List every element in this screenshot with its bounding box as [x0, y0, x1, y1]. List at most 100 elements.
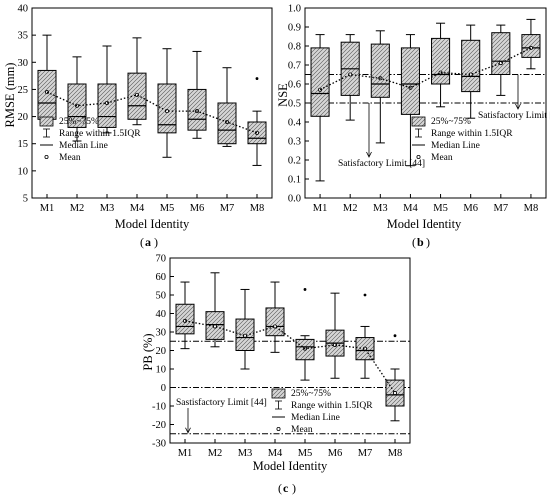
legend-median-label: Median Line [291, 413, 340, 423]
y-tick-label: 40 [156, 309, 167, 320]
chart-b-panel-open: ( [412, 235, 416, 249]
y-tick-label: 25 [18, 85, 29, 96]
y-tick-label: 10 [156, 365, 167, 376]
x-tick-label: M7 [220, 203, 235, 214]
chart-c-xlabel: Model Identity [253, 459, 328, 473]
chart-c-panel-label: c [283, 481, 289, 495]
x-tick-label: M7 [494, 203, 509, 214]
y-tick-label: 5 [23, 194, 28, 205]
x-tick-label: M8 [250, 203, 265, 214]
chart-a-ylabel: RMSE (mm) [3, 63, 17, 128]
x-tick-label: M6 [463, 203, 478, 214]
legend: 25%~75% Range within 1.5IQR Median Line Mea… [271, 388, 373, 435]
reference-arrowhead [366, 151, 372, 158]
y-tick-label: 0.8 [288, 42, 301, 53]
mean-point [392, 391, 397, 396]
legend-mean-label: Mean [291, 425, 313, 435]
x-tick-label: M4 [130, 203, 145, 214]
legend: 25%~75% Range within 1.5IQR Median Line Mea… [39, 116, 141, 163]
x-tick-label: M5 [433, 203, 448, 214]
y-tick-label: 70 [156, 254, 167, 265]
x-tick-label: M7 [358, 448, 373, 459]
box-iqr [97, 83, 117, 128]
x-tick-label: M2 [343, 203, 358, 214]
y-tick-label: 1.0 [288, 4, 301, 15]
mean-trend-line [319, 47, 532, 91]
box-iqr [310, 47, 330, 117]
y-tick-label: 0.9 [288, 23, 301, 34]
legend-whisker-label: Range within 1.5IQR [59, 129, 141, 139]
legend-box-swatch [271, 388, 286, 399]
y-tick-label: 0 [161, 383, 166, 394]
box-iqr [157, 83, 177, 134]
y-tick-label: -20 [152, 420, 166, 431]
chart-c-ylabel: PB (%) [141, 333, 155, 370]
legend-mean-label: Mean [431, 153, 453, 163]
x-tick-label: M1 [178, 448, 193, 459]
chart-a-panel-label: a [145, 235, 151, 249]
x-tick-label: M3 [373, 203, 388, 214]
reference-arrowhead [185, 427, 191, 434]
legend-box-label: 25%~75% [59, 117, 99, 127]
x-tick-label: M8 [388, 448, 403, 459]
chart-b-nse: NSE Model Identity ( b ) 0.0 0.1 0.2 0.3 0.4… [276, 4, 550, 250]
y-tick-label: 60 [156, 272, 167, 283]
mean-trend-line [184, 320, 396, 394]
chart-c-panel-open: ( [278, 481, 282, 495]
legend-box-label: 25%~75% [291, 389, 331, 399]
x-tick-label: M2 [208, 448, 223, 459]
y-tick-label: 20 [18, 112, 29, 123]
x-tick-label: M1 [40, 203, 55, 214]
x-tick-label: M4 [403, 203, 418, 214]
box-iqr [37, 69, 57, 120]
chart-b-panel-close: ) [426, 235, 430, 249]
legend-mean-swatch [44, 154, 49, 159]
y-tick-label: -30 [152, 439, 166, 450]
legend-median-label: Median Line [431, 141, 480, 151]
chart-a-xlabel: Model Identity [115, 217, 190, 231]
reference-label: Satisfactory Limit [45] [478, 110, 550, 121]
y-tick-label: 35 [18, 31, 29, 42]
chart-b-xlabel: Model Identity [387, 217, 462, 231]
legend-mean-label: Mean [59, 153, 81, 163]
x-tick-label: M8 [524, 203, 539, 214]
y-tick-label: 30 [18, 58, 29, 69]
chart-a-panel-open: ( [140, 235, 144, 249]
y-tick-label: 0.3 [288, 137, 301, 148]
y-tick-label: 0.4 [288, 118, 302, 129]
chart-a-panel-close: ) [154, 235, 158, 249]
box-iqr [491, 32, 511, 75]
y-tick-label: 0.6 [288, 80, 301, 91]
box-iqr [370, 43, 390, 98]
legend-median-label: Median Line [59, 141, 108, 151]
y-tick-label: 40 [18, 4, 29, 15]
x-tick-label: M1 [313, 203, 328, 214]
reference-arrowhead [515, 103, 521, 110]
y-tick-label: 15 [18, 139, 29, 150]
legend-whisker-label: Range within 1.5IQR [431, 129, 513, 139]
outlier-point [255, 77, 259, 80]
outlier-point [303, 288, 307, 291]
legend-box-label: 25%~75% [431, 117, 471, 127]
legend-mean-swatch [276, 426, 281, 431]
x-tick-label: M3 [100, 203, 115, 214]
legend-mean-swatch [416, 154, 421, 159]
chart-a-rmse: RMSE (mm) Model Identity ( a ) 5 10 15 20 25… [3, 4, 273, 249]
y-tick-label: 0.7 [288, 61, 301, 72]
box-iqr [400, 47, 420, 115]
x-tick-label: M6 [190, 203, 205, 214]
x-tick-label: M4 [268, 448, 283, 459]
y-tick-label: 0.1 [288, 175, 301, 186]
box-iqr [265, 307, 285, 337]
y-tick-label: 20 [156, 346, 167, 357]
chart-b-panel-label: b [417, 235, 424, 249]
chart-b-ylabel: NSE [276, 83, 290, 107]
x-tick-label: M5 [160, 203, 175, 214]
x-tick-label: M6 [328, 448, 343, 459]
outlier-point [393, 334, 397, 338]
reference-label: Satisfactory Limit [44] [338, 158, 425, 169]
x-tick-label: M5 [298, 448, 313, 459]
box-iqr [431, 37, 451, 85]
outlier-point [363, 293, 367, 297]
